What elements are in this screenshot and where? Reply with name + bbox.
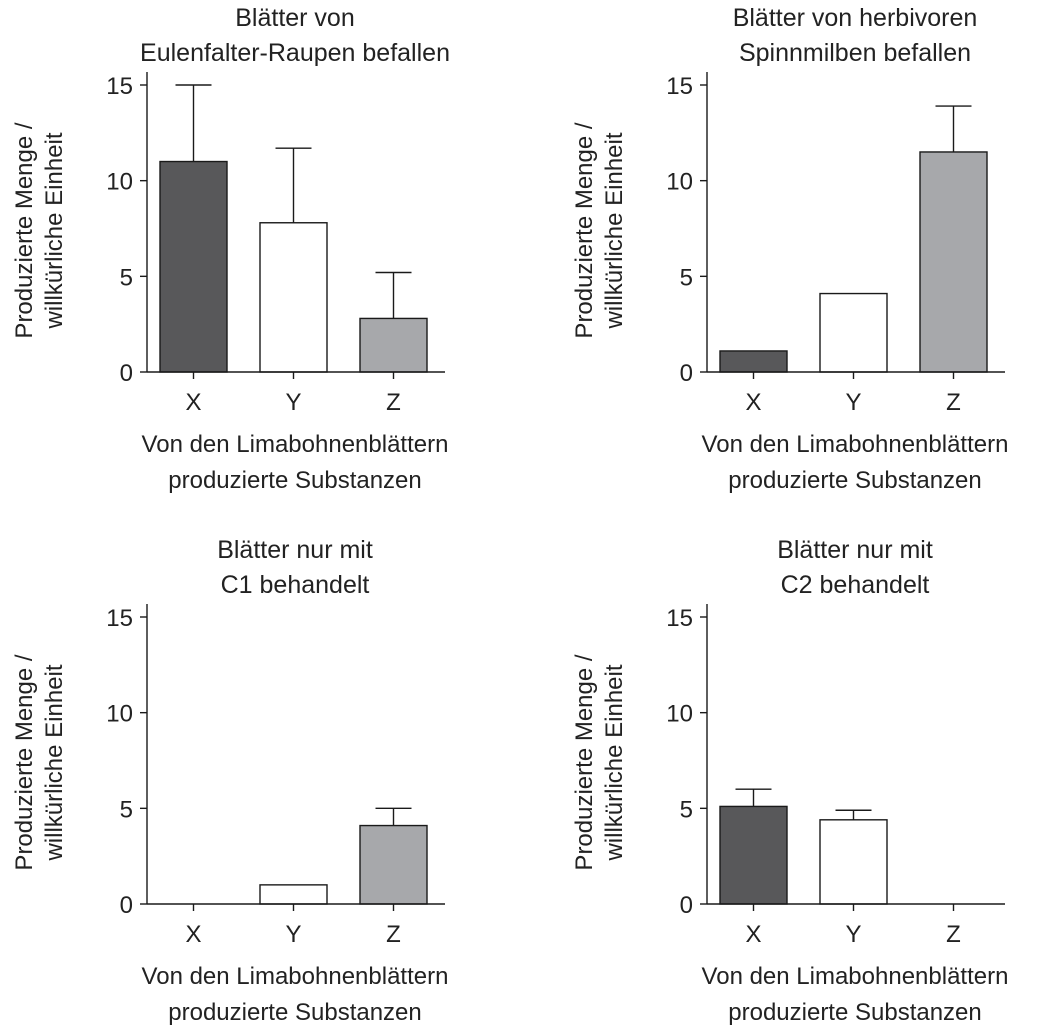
x-tick-label: X	[185, 389, 201, 416]
bar-x	[719, 350, 788, 373]
chart-panel-2: Blätter von herbivoren Spinnmilben befall…	[571, 4, 1008, 494]
y-axis-label-line: willkürliche Einheit	[601, 664, 628, 861]
y-axis-label-line: willkürliche Einheit	[41, 664, 68, 861]
x-axis-label-line: produzierte Substanzen	[728, 467, 982, 494]
y-tick-label: 15	[106, 605, 133, 632]
chart-title-line: Eulenfalter-Raupen befallen	[140, 39, 450, 67]
y-tick-label: 10	[666, 701, 693, 728]
y-tick-label: 5	[680, 264, 693, 291]
y-tick-label: 10	[106, 169, 133, 196]
chart-title-line: Blätter nur mit	[217, 536, 373, 564]
y-axis-label-line: Produzierte Menge /	[11, 654, 38, 870]
x-tick-label: Y	[845, 389, 861, 416]
y-tick-label: 0	[120, 360, 133, 387]
bar-y	[819, 819, 888, 905]
chart-title-line: Blätter von herbivoren	[733, 4, 978, 32]
bar-z	[359, 824, 428, 905]
x-axis-label-line: produzierte Substanzen	[168, 999, 422, 1026]
chart-title-line: C1 behandelt	[221, 571, 370, 599]
x-axis-label-line: Von den Limabohnenblättern	[702, 431, 1009, 458]
y-axis-label-line: willkürliche Einheit	[41, 132, 68, 329]
y-tick-label: 5	[120, 264, 133, 291]
bar-z	[919, 151, 988, 373]
y-axis-label-line: Produzierte Menge /	[11, 122, 38, 338]
y-tick-label: 0	[120, 892, 133, 919]
y-tick-label: 10	[106, 701, 133, 728]
y-tick-label: 15	[106, 73, 133, 100]
y-tick-label: 10	[666, 169, 693, 196]
bar-y	[259, 222, 328, 373]
bar-y	[259, 884, 328, 905]
x-tick-label: X	[745, 389, 761, 416]
chart-panel-3: Blätter nur mit C1 behandelt 0 5 10 15 X Y Z Von …	[11, 536, 448, 1026]
chart-title-line: Blätter nur mit	[777, 536, 933, 564]
x-axis-label-line: produzierte Substanzen	[728, 999, 982, 1026]
y-tick-label: 15	[666, 605, 693, 632]
x-tick-label: Y	[845, 921, 861, 948]
chart-title-line: Blätter von	[235, 4, 355, 32]
chart-title-line: C2 behandelt	[781, 571, 930, 599]
x-tick-label: Z	[386, 921, 401, 948]
bar-x	[719, 805, 788, 905]
y-tick-label: 15	[666, 73, 693, 100]
y-axis-label-line: Produzierte Menge /	[571, 122, 598, 338]
bar-z	[359, 317, 428, 373]
x-axis-label-line: Von den Limabohnenblättern	[142, 963, 449, 990]
chart-panel-1: Blätter von Eulenfalter-Raupen befallen 0 5…	[11, 4, 450, 494]
x-tick-label: X	[185, 921, 201, 948]
x-tick-label: Y	[285, 389, 301, 416]
bar-y	[819, 292, 888, 373]
x-tick-label: Z	[946, 389, 961, 416]
x-tick-label: Y	[285, 921, 301, 948]
x-axis-label-line: Von den Limabohnenblättern	[702, 963, 1009, 990]
bar-x	[159, 160, 228, 373]
y-tick-label: 0	[680, 360, 693, 387]
y-tick-label: 0	[680, 892, 693, 919]
y-axis-label-line: willkürliche Einheit	[601, 132, 628, 329]
y-axis-label-line: Produzierte Menge /	[571, 654, 598, 870]
x-tick-label: Z	[386, 389, 401, 416]
y-tick-label: 5	[680, 796, 693, 823]
x-tick-label: Z	[946, 921, 961, 948]
chart-title-line: Spinnmilben befallen	[739, 39, 971, 67]
x-axis-label-line: Von den Limabohnenblättern	[142, 431, 449, 458]
y-tick-label: 5	[120, 796, 133, 823]
x-tick-label: X	[745, 921, 761, 948]
chart-panel-4: Blätter nur mit C2 behandelt 0 5 10 15 X Y Z Von …	[571, 536, 1008, 1026]
x-axis-label-line: produzierte Substanzen	[168, 467, 422, 494]
